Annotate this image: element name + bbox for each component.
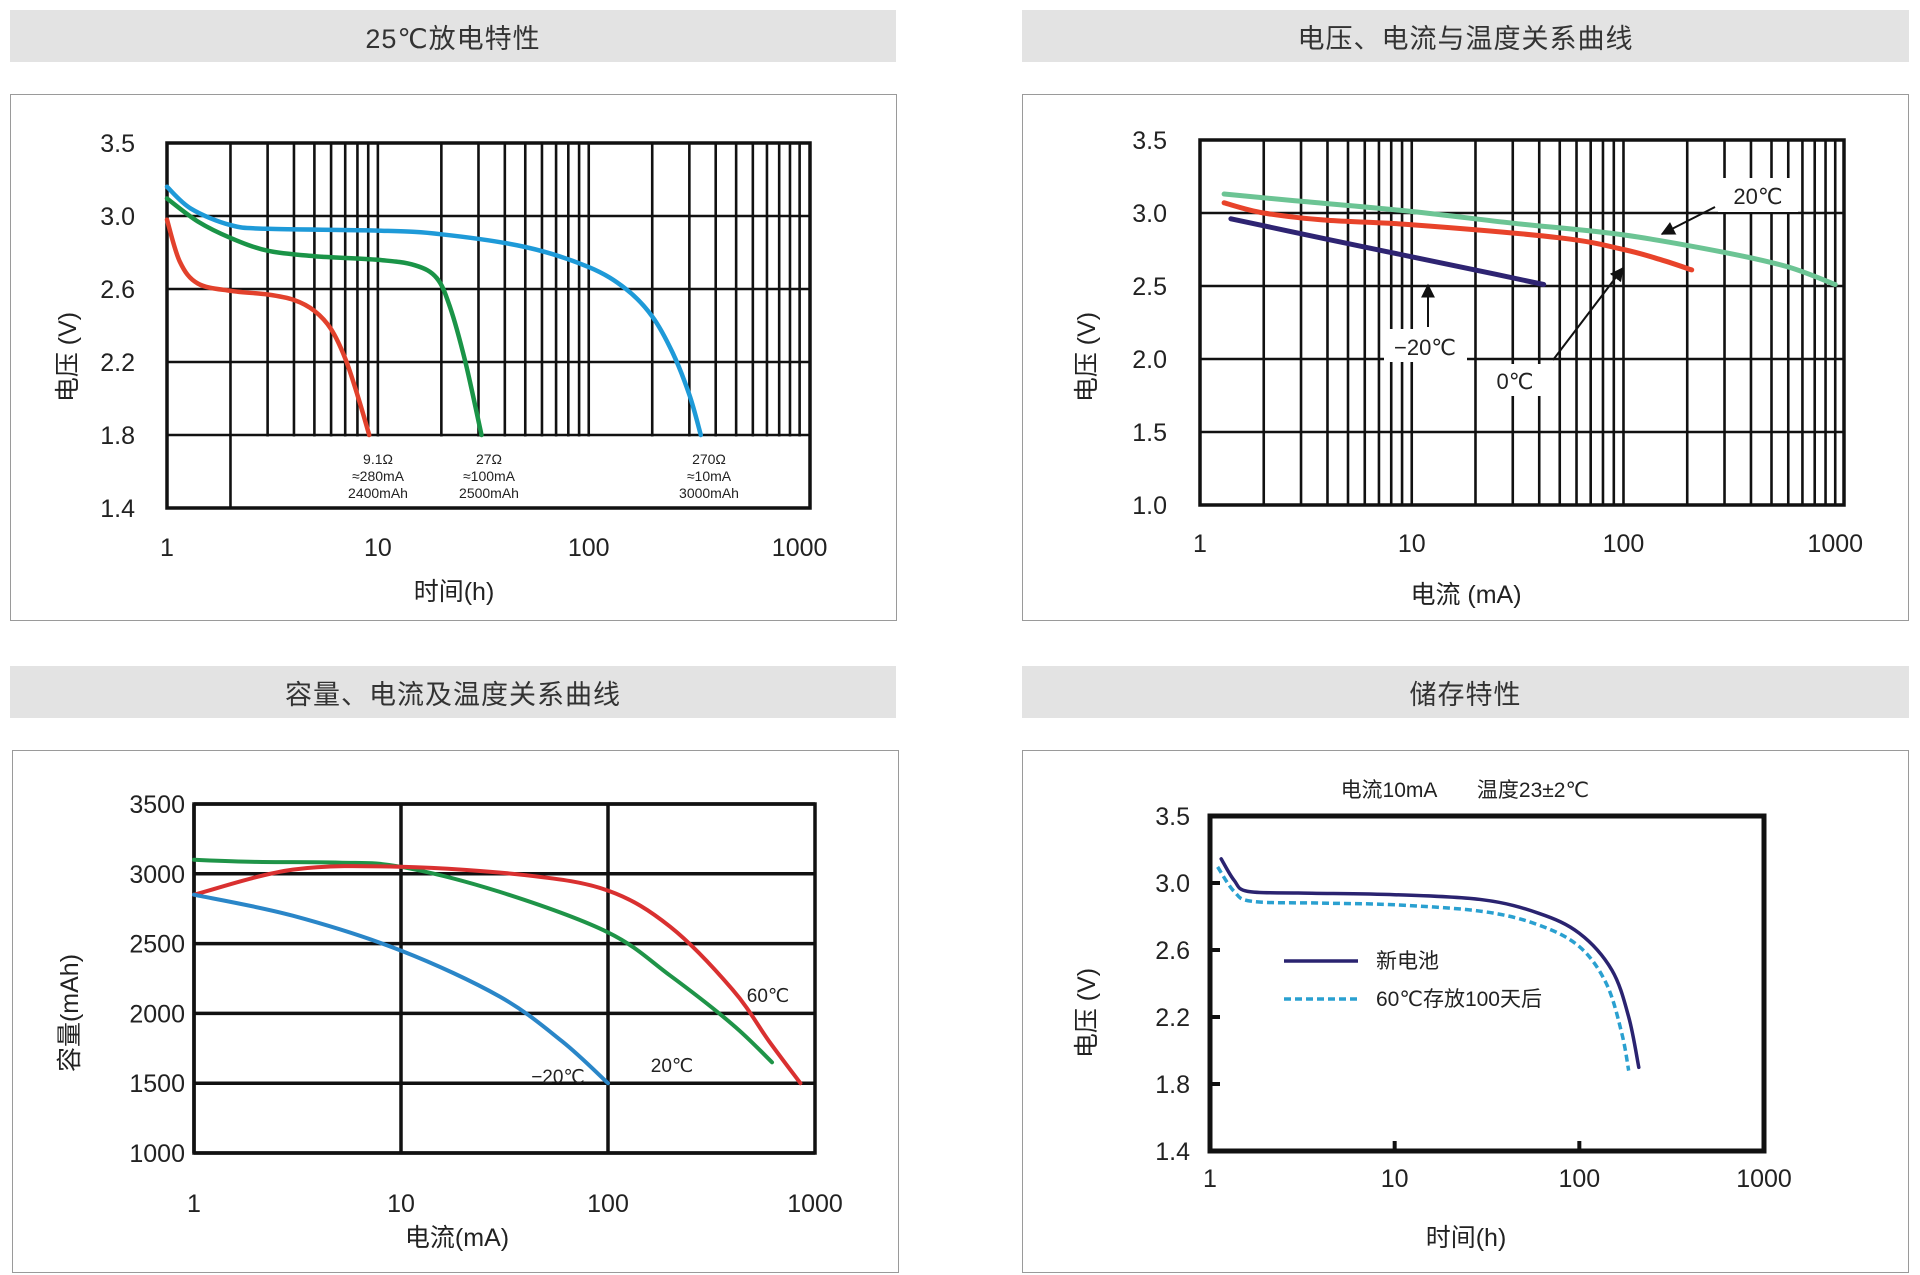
- y-tick-label: 1000: [129, 1140, 185, 1168]
- y-tick-label: 2.2: [100, 349, 135, 377]
- x-tick-label: 1: [1193, 530, 1207, 558]
- curve-label: ≈280mA: [352, 468, 405, 484]
- y-tick-label: 1.4: [1155, 1138, 1190, 1166]
- arrow-icon: [1660, 206, 1716, 235]
- series-line-60℃: [192, 864, 803, 1086]
- x-tick-label: 1000: [787, 1190, 843, 1218]
- y-tick-label: 1500: [129, 1070, 185, 1098]
- y-tick-label: 2.6: [1155, 937, 1190, 965]
- series-line-60℃存放100天后: [1216, 865, 1631, 1071]
- curve-label: 0℃: [1497, 369, 1534, 394]
- y-axis-label: 容量(mAh): [56, 954, 84, 1072]
- series-line--20℃: [1228, 216, 1547, 287]
- x-axis-label: 电流 (mA): [1410, 581, 1521, 609]
- series-line-27Ω ≈100mA 2500mAh: [164, 196, 484, 438]
- x-tick-label: 1: [160, 534, 174, 562]
- series-line-0℃: [1221, 200, 1695, 273]
- x-tick-label: 100: [1558, 1165, 1600, 1193]
- label-box: [1477, 364, 1553, 396]
- legend-label: 60℃存放100天后: [1376, 988, 1542, 1011]
- panel-header-capacity-current-temp: 容量、电流及温度关系曲线: [10, 666, 896, 718]
- curve-label: 60℃: [747, 986, 789, 1007]
- y-tick-label: 1.4: [100, 495, 135, 523]
- x-tick-label: 10: [1398, 530, 1426, 558]
- curve-label: 20℃: [1733, 184, 1782, 209]
- y-axis-label: 电压 (V): [1073, 968, 1101, 1058]
- x-tick-label: 10: [1381, 1165, 1409, 1193]
- panel-header-storage: 储存特性: [1022, 666, 1909, 718]
- legend-label: 新电池: [1376, 950, 1439, 973]
- x-tick-label: 1000: [1807, 530, 1863, 558]
- y-tick-label: 1.8: [100, 422, 135, 450]
- plot-frame: [192, 802, 817, 1155]
- label-box: [1718, 178, 1798, 212]
- curve-label: ≈100mA: [463, 468, 516, 484]
- panel-header-voltage-current-temp: 电压、电流与温度关系曲线: [1022, 10, 1909, 62]
- x-tick-label: 1: [187, 1190, 201, 1218]
- x-tick-label: 100: [1603, 530, 1645, 558]
- x-tick-label: 100: [587, 1190, 629, 1218]
- curve-label: ≈10mA: [687, 468, 732, 484]
- y-tick-label: 2000: [129, 1000, 185, 1028]
- x-tick-label: 100: [568, 534, 610, 562]
- series-line-20℃: [1221, 191, 1838, 287]
- y-tick-label: 1.0: [1132, 492, 1167, 520]
- y-tick-label: 2.6: [100, 276, 135, 304]
- y-tick-label: 2500: [129, 931, 185, 959]
- x-tick-label: 10: [387, 1190, 415, 1218]
- label-box: [1384, 329, 1467, 362]
- y-axis-label: 电压 (V): [54, 312, 82, 402]
- chart-4: 3.5 3.0 2.6 2.2 1.8 1.4 1 10 100 1000 时间(h) 电压 (V) 电…: [1073, 779, 1792, 1252]
- x-tick-label: 1: [1203, 1165, 1217, 1193]
- y-tick-label: 3000: [129, 861, 185, 889]
- x-axis-label: 时间(h): [1426, 1224, 1507, 1252]
- curve-label: 2400mAh: [348, 485, 408, 501]
- y-tick-label: 2.0: [1132, 346, 1167, 374]
- series-line-新电池: [1219, 857, 1641, 1070]
- x-axis-label: 电流(mA): [405, 1224, 509, 1252]
- curve-label: −20℃: [531, 1067, 585, 1088]
- plot-frame: [165, 141, 812, 510]
- x-tick-label: 10: [364, 534, 392, 562]
- plot-frame: [1207, 813, 1767, 1154]
- plot-frame: [1198, 138, 1846, 507]
- curve-label: 9.1Ω: [363, 451, 393, 467]
- x-axis-label: 时间(h): [414, 578, 495, 606]
- y-tick-label: 3.5: [1155, 803, 1190, 831]
- x-tick-label: 1000: [772, 534, 828, 562]
- annotation-area: [248, 436, 809, 507]
- series-line-9.1Ω ≈280mA 2400mAh: [164, 217, 372, 438]
- series-line-270Ω ≈10mA 3000mAh: [164, 184, 704, 438]
- y-tick-label: 3.0: [100, 203, 135, 231]
- y-tick-label: 1.8: [1155, 1071, 1190, 1099]
- y-tick-label: 3.0: [1132, 200, 1167, 228]
- curve-label: 2500mAh: [459, 485, 519, 501]
- chart-panel-discharge: [10, 94, 897, 621]
- x-tick-label: 1000: [1736, 1165, 1792, 1193]
- y-tick-label: 3.5: [100, 130, 135, 158]
- curve-label: 3000mAh: [679, 485, 739, 501]
- y-axis-label: 电压 (V): [1073, 312, 1101, 402]
- subtitle-current: 电流10mA: [1341, 779, 1438, 802]
- y-tick-label: 2.2: [1155, 1004, 1190, 1032]
- series-line--20℃: [192, 892, 610, 1086]
- arrow-icon: [1552, 266, 1624, 361]
- curve-label: −20℃: [1394, 335, 1456, 360]
- y-tick-label: 3500: [129, 791, 185, 819]
- chart-panel-storage: [1022, 750, 1909, 1273]
- subtitle-temperature: 温度23±2℃: [1477, 779, 1589, 802]
- panel-header-discharge: 25℃放电特性: [10, 10, 896, 62]
- y-tick-label: 2.5: [1132, 273, 1167, 301]
- chart-2: 3.5 3.0 2.5 2.0 1.5 1.0 1 10 100 1000 电流 (mA) 电压 (V…: [1073, 127, 1863, 609]
- y-tick-label: 3.5: [1132, 127, 1167, 155]
- y-tick-label: 3.0: [1155, 870, 1190, 898]
- y-tick-label: 1.5: [1132, 419, 1167, 447]
- chart-1: 3.5 3.0 2.6 2.2 1.8 1.4 1 10 100 1000 时间(h) 电压 (V) 9…: [54, 130, 827, 606]
- series-line-20℃: [192, 857, 774, 1065]
- curve-label: 20℃: [651, 1056, 693, 1077]
- curve-label: 270Ω: [692, 451, 726, 467]
- curve-label: 27Ω: [476, 451, 502, 467]
